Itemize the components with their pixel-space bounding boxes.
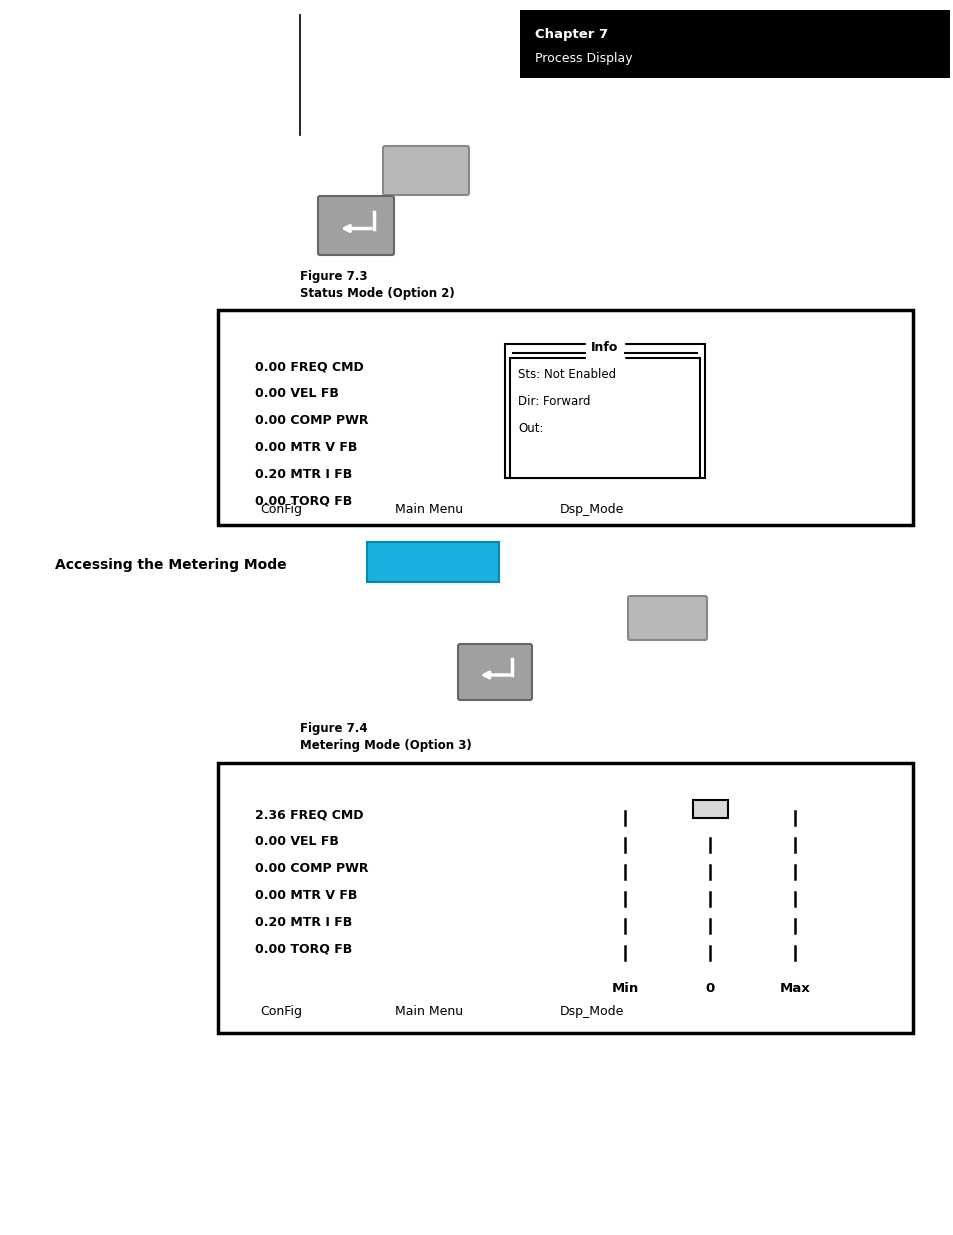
Text: Dsp_Mode: Dsp_Mode: [559, 1005, 623, 1018]
Bar: [510, 358, 700, 478]
FancyBboxPatch shape: [382, 146, 469, 195]
Bar: [692, 800, 727, 818]
Text: 0: 0: [704, 982, 714, 995]
Text: 0.20 MTR I FB: 0.20 MTR I FB: [254, 916, 352, 929]
Text: 0.00 VEL FB: 0.00 VEL FB: [254, 387, 338, 400]
Text: 2.36 FREQ CMD: 2.36 FREQ CMD: [254, 808, 363, 821]
Text: ConFig: ConFig: [260, 503, 302, 516]
Text: Info: Info: [591, 341, 618, 354]
Text: Status Mode (Option 2): Status Mode (Option 2): [299, 287, 455, 300]
Text: Process Display: Process Display: [535, 52, 632, 65]
FancyBboxPatch shape: [317, 196, 394, 254]
Text: Figure 7.3: Figure 7.3: [299, 270, 367, 283]
Text: Max: Max: [779, 982, 809, 995]
Text: Sts: Not Enabled: Sts: Not Enabled: [517, 368, 616, 382]
Text: 0.00 TORQ FB: 0.00 TORQ FB: [254, 495, 352, 508]
Bar: [218, 763, 912, 1032]
Text: Dir: Forward: Dir: Forward: [517, 395, 590, 408]
Text: 0.00 MTR V FB: 0.00 MTR V FB: [254, 889, 357, 902]
Text: Accessing the Metering Mode: Accessing the Metering Mode: [55, 558, 286, 572]
FancyBboxPatch shape: [457, 643, 532, 700]
Text: Chapter 7: Chapter 7: [535, 28, 607, 41]
Text: Min: Min: [611, 982, 638, 995]
FancyBboxPatch shape: [367, 542, 498, 582]
Text: 0.00 FREQ CMD: 0.00 FREQ CMD: [254, 359, 363, 373]
Text: Metering Mode (Option 3): Metering Mode (Option 3): [299, 739, 471, 752]
Text: Out:: Out:: [517, 422, 543, 435]
Text: 0.20 MTR I FB: 0.20 MTR I FB: [254, 468, 352, 480]
Text: 0.00 COMP PWR: 0.00 COMP PWR: [254, 862, 368, 876]
Text: 0.00 COMP PWR: 0.00 COMP PWR: [254, 414, 368, 427]
Text: ConFig: ConFig: [260, 1005, 302, 1018]
Text: Main Menu: Main Menu: [395, 1005, 462, 1018]
Text: 0.00 MTR V FB: 0.00 MTR V FB: [254, 441, 357, 454]
Text: 0.00 TORQ FB: 0.00 TORQ FB: [254, 944, 352, 956]
Text: Main Menu: Main Menu: [395, 503, 462, 516]
Text: Dsp_Mode: Dsp_Mode: [559, 503, 623, 516]
Bar: [519, 10, 949, 78]
Bar: [218, 310, 912, 525]
Text: 0.00 VEL FB: 0.00 VEL FB: [254, 835, 338, 848]
FancyBboxPatch shape: [627, 597, 706, 640]
Bar: [504, 345, 704, 478]
Text: Figure 7.4: Figure 7.4: [299, 722, 367, 735]
